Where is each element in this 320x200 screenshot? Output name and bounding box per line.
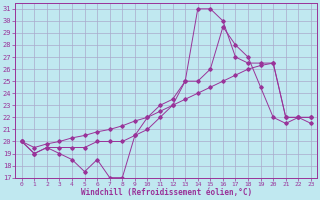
X-axis label: Windchill (Refroidissement éolien,°C): Windchill (Refroidissement éolien,°C) — [81, 188, 252, 197]
